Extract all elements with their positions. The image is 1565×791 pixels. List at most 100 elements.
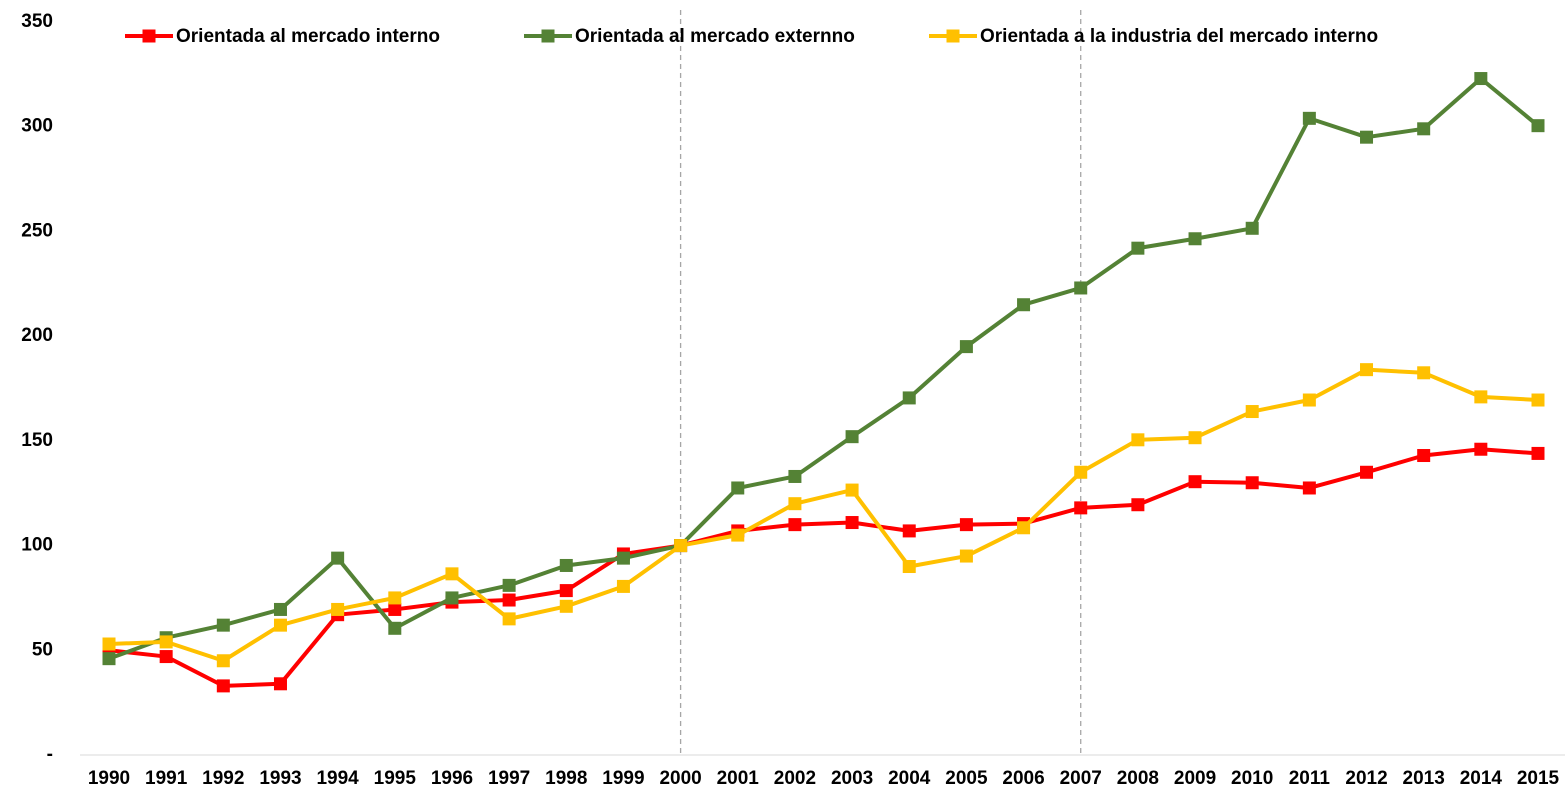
point-marker	[902, 391, 916, 405]
point-marker	[331, 602, 345, 616]
point-marker	[102, 637, 116, 651]
x-tick-label: 2006	[1002, 768, 1044, 789]
y-tick-label: 250	[21, 220, 53, 241]
legend-swatch-marker	[541, 29, 555, 43]
point-marker	[273, 677, 287, 691]
x-tick-label: 1996	[431, 768, 473, 789]
y-tick-label: -	[47, 744, 53, 765]
point-marker	[1074, 465, 1088, 479]
point-marker	[1531, 446, 1545, 460]
y-tick-label: 300	[21, 116, 53, 137]
legend-label: Orientada al mercado interno	[176, 26, 440, 47]
point-marker	[559, 558, 573, 572]
point-marker	[559, 599, 573, 613]
point-marker	[1302, 393, 1316, 407]
point-marker	[445, 567, 459, 581]
x-tick-label: 2005	[945, 768, 988, 789]
point-marker	[1360, 465, 1374, 479]
point-marker	[102, 652, 116, 666]
point-marker	[1531, 393, 1545, 407]
point-marker	[216, 679, 230, 693]
point-marker	[1474, 390, 1488, 404]
point-marker	[388, 602, 402, 616]
series-line	[108, 447, 1539, 688]
point-marker	[902, 524, 916, 538]
point-marker	[731, 528, 745, 542]
x-tick-label: 2008	[1117, 768, 1159, 789]
legend-swatch-marker	[946, 29, 960, 43]
point-marker	[1017, 298, 1031, 312]
point-marker	[159, 650, 173, 664]
point-marker	[1360, 130, 1374, 144]
series-line	[108, 76, 1540, 661]
x-tick-label: 2000	[659, 768, 701, 789]
point-marker	[959, 518, 973, 532]
y-tick-label: 200	[21, 325, 53, 346]
x-tick-label: 2004	[888, 768, 931, 789]
point-marker	[1131, 498, 1145, 512]
y-tick-label: 150	[21, 430, 53, 451]
point-marker	[1245, 221, 1259, 235]
point-marker	[788, 497, 802, 511]
x-tick-label: 2015	[1517, 768, 1560, 789]
point-marker	[388, 621, 402, 635]
point-marker	[788, 469, 802, 483]
x-tick-label: 2003	[831, 768, 873, 789]
point-marker	[788, 518, 802, 532]
point-marker	[731, 481, 745, 495]
point-marker	[616, 579, 630, 593]
point-marker	[445, 591, 459, 605]
legend-label: Orientada a la industria del mercado int…	[980, 26, 1378, 47]
y-tick-label: 350	[21, 11, 53, 32]
point-marker	[1188, 475, 1202, 489]
x-tick-label: 1993	[259, 768, 301, 789]
point-marker	[959, 340, 973, 354]
x-tick-label: 2011	[1289, 768, 1331, 789]
x-tick-label: 1997	[488, 768, 530, 789]
series-line	[108, 367, 1539, 663]
point-marker	[1131, 241, 1145, 255]
x-tick-label: 1999	[602, 768, 644, 789]
point-marker	[502, 578, 516, 592]
point-marker	[1360, 363, 1374, 377]
x-tick-label: 2007	[1060, 768, 1102, 789]
x-tick-label: 1994	[316, 768, 359, 789]
x-tick-label: 2014	[1460, 768, 1503, 789]
point-marker	[216, 654, 230, 668]
legend-swatch-marker	[142, 29, 156, 43]
point-marker	[959, 549, 973, 563]
x-tick-label: 2010	[1231, 768, 1273, 789]
point-marker	[559, 584, 573, 598]
point-marker	[1245, 476, 1259, 490]
x-tick-label: 2012	[1345, 768, 1387, 789]
point-marker	[502, 612, 516, 626]
point-marker	[502, 593, 516, 607]
point-marker	[1245, 405, 1259, 419]
point-marker	[902, 560, 916, 574]
x-tick-label: 1998	[545, 768, 587, 789]
point-marker	[216, 618, 230, 632]
point-marker	[1188, 232, 1202, 246]
point-marker	[1417, 122, 1431, 136]
x-tick-label: 2013	[1403, 768, 1445, 789]
point-marker	[1531, 119, 1545, 133]
point-marker	[845, 483, 859, 497]
y-tick-label: 50	[32, 639, 53, 660]
point-marker	[1131, 433, 1145, 447]
y-tick-label: 100	[21, 535, 53, 556]
point-marker	[845, 430, 859, 444]
point-marker	[1417, 449, 1431, 463]
point-marker	[1074, 501, 1088, 515]
x-tick-label: 2009	[1174, 768, 1216, 789]
point-marker	[674, 539, 688, 553]
x-tick-label: 1990	[88, 768, 130, 789]
point-marker	[1017, 521, 1031, 535]
x-tick-label: 1995	[374, 768, 417, 789]
point-marker	[331, 551, 345, 565]
point-marker	[273, 602, 287, 616]
point-marker	[1188, 431, 1202, 445]
point-marker	[159, 635, 173, 649]
point-marker	[1474, 442, 1488, 456]
point-marker	[1474, 72, 1488, 86]
point-marker	[1302, 481, 1316, 495]
